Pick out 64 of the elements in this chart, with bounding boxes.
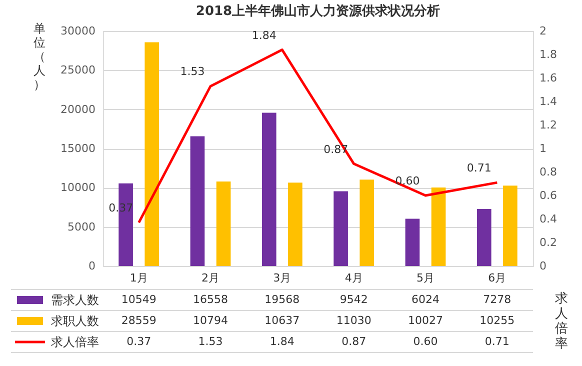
data-label: 0.60 (413, 335, 438, 348)
y2-tick-label: 1.4 (540, 95, 557, 108)
data-label: 0.71 (484, 335, 510, 348)
y2-tick-label: 1.6 (540, 72, 557, 84)
y-tick-label: 25000 (60, 64, 96, 77)
y2-axis-title: 求人倍率 (555, 292, 568, 352)
bar (144, 42, 160, 266)
y2-tick-label: 2 (540, 24, 546, 38)
data-label: 1.53 (198, 335, 223, 348)
y2-tick-label: 0.2 (540, 236, 557, 249)
x-tick-label: 4月 (344, 272, 363, 284)
y-tick-label: 10000 (60, 181, 96, 194)
bar (476, 208, 492, 266)
x-tick-label: 6月 (488, 272, 506, 284)
y-tick-label: 0 (88, 260, 96, 272)
bar (216, 181, 231, 266)
data-label: 0.37 (126, 335, 152, 348)
bar (431, 187, 446, 266)
data-label: 10027 (408, 314, 443, 327)
y2-tick-label: 0.8 (540, 166, 557, 178)
y-axis-title: 单位（人） (34, 22, 46, 92)
y-tick-label: 30000 (60, 24, 96, 38)
data-label: 0.87 (342, 335, 366, 348)
x-tick-label: 1月 (130, 272, 148, 284)
legend-label: 求职人数 (51, 314, 99, 328)
data-label: 19568 (264, 293, 300, 306)
text: 1.84 (252, 28, 276, 42)
data-label: 10794 (193, 314, 228, 327)
text: 1.53 (180, 65, 205, 78)
data-label: 9542 (340, 293, 368, 306)
bar (334, 191, 348, 266)
y2-tick-label: 0 (540, 260, 546, 272)
text: 0.60 (395, 174, 420, 188)
bar (190, 136, 205, 266)
y2-tick-label: 0.4 (540, 212, 557, 226)
bar (405, 218, 420, 266)
data-label: 28559 (121, 314, 156, 327)
text: 0.71 (466, 162, 492, 175)
data-label: 16558 (193, 293, 228, 306)
legend-label: 需求人数 (51, 293, 99, 307)
data-label: 6024 (412, 293, 440, 306)
bar (360, 180, 374, 266)
y-tick-label: 15000 (60, 142, 96, 155)
y2-tick-label: 1 (540, 142, 546, 155)
x-tick-label: 3月 (273, 272, 292, 284)
y-tick-label: 5000 (68, 220, 96, 234)
y2-tick-label: 0.6 (540, 189, 557, 202)
data-label: 10255 (480, 314, 515, 327)
data-label: 10549 (121, 293, 156, 306)
chart-title: 2018上半年佛山市人力资源供求状况分析 (196, 3, 440, 19)
y-tick-label: 20000 (60, 102, 96, 116)
data-label: 7278 (483, 293, 512, 306)
y2-tick-label: 1.8 (540, 48, 557, 61)
x-tick-label: 5月 (416, 272, 434, 284)
legend-label: 求人倍率 (51, 335, 99, 349)
data-label: 1.84 (270, 335, 294, 348)
bar (262, 112, 276, 266)
x-tick-label: 2月 (202, 272, 220, 284)
bar (288, 182, 302, 266)
y2-tick-label: 1.2 (540, 118, 557, 132)
data-label: 10637 (264, 314, 300, 327)
line-series (138, 48, 498, 224)
bar (503, 186, 518, 266)
data-label: 11030 (336, 314, 372, 327)
